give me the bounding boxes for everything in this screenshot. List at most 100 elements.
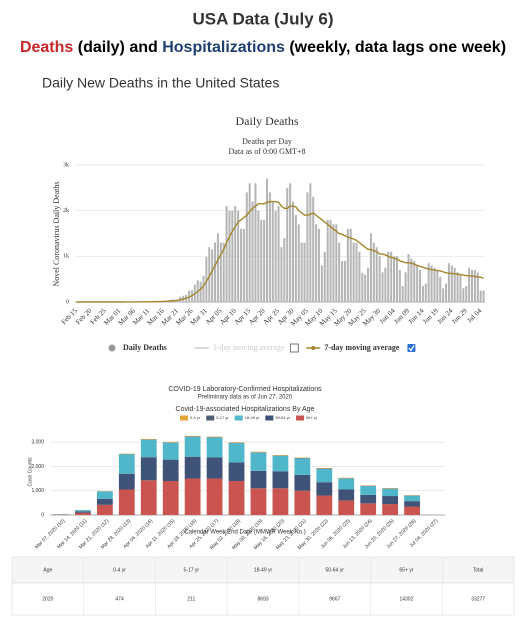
bar <box>291 201 295 302</box>
bar <box>242 228 245 302</box>
bar <box>462 288 465 302</box>
bar-segment <box>118 454 135 474</box>
bar <box>254 183 257 302</box>
bar <box>335 224 338 302</box>
bar-segment <box>75 512 91 515</box>
legend-label[interactable]: 18-49 yr <box>245 415 260 420</box>
bar <box>214 242 217 302</box>
bar <box>280 247 283 302</box>
bar-segment <box>75 510 91 512</box>
legend-swatch <box>265 415 274 421</box>
y-tick-label: 3,000 <box>31 439 44 445</box>
bar-segment <box>360 486 377 495</box>
bar <box>361 272 364 302</box>
bar <box>419 270 422 302</box>
bar <box>430 265 433 302</box>
bar <box>205 256 208 302</box>
bar <box>240 228 243 302</box>
bar <box>453 267 456 302</box>
bar <box>390 251 393 302</box>
bar-segment <box>118 489 135 515</box>
bar-segment <box>382 488 399 497</box>
legend-swatch <box>180 415 188 421</box>
legend-label[interactable]: 5-17 yr <box>216 415 229 420</box>
subtitle-deaths: Deaths <box>20 39 73 56</box>
bar <box>283 238 286 302</box>
bar-segment <box>404 506 420 515</box>
bar <box>450 265 453 302</box>
bar <box>468 267 471 302</box>
bar-segment <box>184 436 201 457</box>
page-subtitle: Deaths (daily) and Hospitalizations (wee… <box>20 39 506 56</box>
table-header-cell: 50-64 yr <box>326 567 345 573</box>
bar-segment <box>228 462 245 481</box>
bar <box>260 219 263 302</box>
bar <box>343 260 346 302</box>
bar <box>378 256 381 302</box>
legend-label[interactable]: Daily Deaths <box>123 343 167 352</box>
table-cell: 211 <box>187 596 195 602</box>
table-cell: 9667 <box>329 596 340 602</box>
bar <box>245 192 248 302</box>
table-header-cell: Total <box>473 567 484 573</box>
bar <box>470 270 474 302</box>
y-tick-label: 1,000 <box>31 488 44 494</box>
bar-segment <box>360 503 377 515</box>
bar <box>416 265 419 302</box>
bar-segment <box>162 459 179 481</box>
x-axis-label: Calendar Week End Date (MMWR Week No.) <box>184 530 305 536</box>
bar-segment <box>140 457 157 481</box>
legend-label[interactable]: 3-day moving average <box>213 343 285 352</box>
bar <box>364 274 367 302</box>
bar-segment <box>294 474 311 491</box>
legend-label[interactable]: 7-day moving average <box>324 343 400 352</box>
bar-segment <box>184 456 201 479</box>
bar-segment <box>140 480 157 515</box>
bar <box>421 286 424 302</box>
bar-segment <box>272 488 289 515</box>
bar-segment <box>96 491 113 499</box>
bar <box>300 242 303 302</box>
y-tick-label: 0 <box>66 299 69 305</box>
bar <box>447 263 450 302</box>
bar <box>456 272 459 302</box>
bar <box>320 265 323 302</box>
subtitle-hosp: Hospitalizations <box>162 39 285 56</box>
bar-segment <box>206 478 223 515</box>
bar <box>323 251 326 302</box>
bar-segment <box>140 439 157 458</box>
legend-label[interactable]: 50-64 yr <box>275 415 290 420</box>
legend-label[interactable]: 65+ yr <box>306 415 318 420</box>
bar <box>387 251 390 302</box>
bar <box>332 224 335 302</box>
table-header-cell: 18-49 yr <box>254 567 273 573</box>
y-axis-label: Case Counts <box>27 457 33 486</box>
legend-label[interactable]: 0-4 yr <box>190 415 201 420</box>
bar <box>384 267 387 302</box>
bar-segment <box>184 435 201 437</box>
subtitle-text: (daily) and <box>73 39 162 56</box>
legend-swatch <box>206 415 215 421</box>
bar <box>294 215 297 302</box>
legend-checkbox[interactable] <box>289 343 299 353</box>
bar <box>277 206 280 302</box>
bar-segment <box>316 482 333 496</box>
bar-segment <box>228 481 245 515</box>
y-tick-label: 1k <box>63 254 69 260</box>
bar-segment <box>360 494 377 504</box>
bar <box>263 219 266 302</box>
bar-segment <box>162 442 179 460</box>
bar-segment <box>338 478 355 490</box>
table-header-cell: 0-4 yr <box>113 567 126 573</box>
bar-segment <box>294 490 311 515</box>
bar <box>369 233 372 302</box>
bar <box>202 275 205 302</box>
bar <box>312 196 315 302</box>
bar <box>346 228 349 302</box>
y-tick-label: 0 <box>41 512 44 518</box>
bar <box>309 183 312 302</box>
bar-segment <box>338 500 355 515</box>
section-title: Daily New Deaths in the United States <box>42 75 279 91</box>
legend-marker <box>311 346 316 350</box>
